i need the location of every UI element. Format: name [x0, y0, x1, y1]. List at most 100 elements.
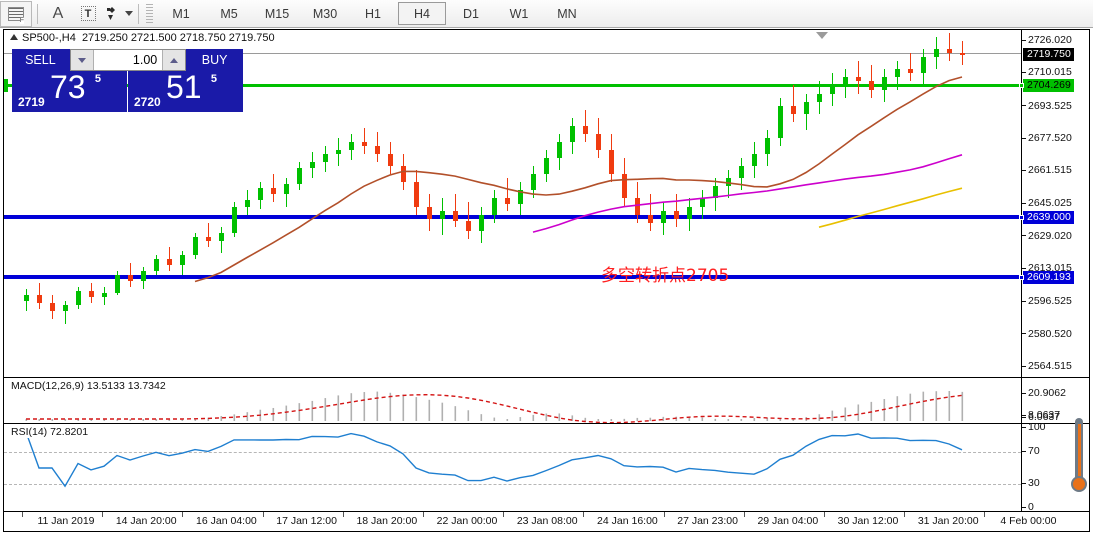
candle-body	[856, 77, 861, 82]
macd-histogram-bar	[376, 391, 379, 421]
candle-body	[947, 49, 952, 54]
price-tick: 2564.515	[1022, 360, 1072, 372]
rsi-tick-value: 0	[1028, 501, 1034, 513]
support-line-blue-2[interactable]	[4, 274, 1021, 279]
macd-histogram-bar	[766, 417, 769, 421]
time-tick: 16 Jan 04:00	[196, 515, 257, 527]
candle-body	[63, 305, 68, 312]
macd-histogram-bar	[688, 416, 691, 421]
time-tick-mark	[22, 512, 23, 517]
price-plot[interactable]	[4, 30, 1021, 377]
sell-button[interactable]: SELL	[12, 49, 70, 71]
candle-body	[583, 125, 588, 134]
timeframe-d1[interactable]: D1	[463, 6, 479, 21]
candle-body	[440, 210, 445, 219]
buy-button[interactable]: BUY	[186, 49, 243, 71]
level-handle[interactable]	[1019, 82, 1024, 88]
macd-histogram-bar	[961, 391, 964, 421]
rsi-pane[interactable]: RSI(14) 72.8201 100 70 30 0	[4, 421, 1089, 513]
price-pane[interactable]: SP500-,H4 2719.250 2721.500 2718.750 271…	[4, 30, 1089, 378]
toolbar-grip[interactable]	[146, 4, 153, 23]
level-handle[interactable]	[1019, 274, 1024, 280]
price-axis[interactable]: 2726.020 2710.015 2693.525 2677.520 2661.515…	[1019, 30, 1089, 377]
candle-body	[622, 174, 627, 199]
macd-histogram-bar	[428, 399, 431, 421]
macd-histogram-bar	[597, 419, 600, 421]
macd-pane[interactable]: MACD(12,26,9) 13.5133 13.7342 20.9062 8.0…	[4, 378, 1089, 424]
timeframe-m15[interactable]: M15	[264, 6, 290, 21]
time-tick: 14 Jan 20:00	[115, 515, 177, 527]
vertical-scale-thermometer[interactable]	[1068, 418, 1090, 506]
candle-body	[830, 85, 835, 94]
symbol-text: SP500-,H4	[22, 32, 76, 44]
crosshair-f-icon[interactable]	[0, 0, 32, 27]
candle-body	[765, 137, 770, 155]
candle-body	[349, 141, 354, 151]
macd-histogram-bar	[311, 400, 314, 421]
rsi-tick: 0	[1022, 502, 1034, 513]
text-box-icon[interactable]: T	[73, 2, 103, 26]
candle-body	[284, 184, 289, 195]
candle-body	[960, 53, 965, 56]
macd-histogram-bar	[402, 394, 405, 421]
volume-decrement-button[interactable]	[70, 50, 94, 70]
candle-wick	[364, 127, 365, 155]
timeframe-h1[interactable]: H1	[365, 6, 381, 21]
objects-dropdown-icon[interactable]	[124, 11, 133, 16]
timeframe-m1[interactable]: M1	[172, 6, 190, 21]
candle-body	[895, 69, 900, 78]
macd-histogram-bar	[948, 391, 951, 421]
candle-wick	[65, 301, 66, 324]
macd-histogram-bar	[571, 415, 574, 421]
candle-body	[206, 236, 211, 241]
thermometer-bulb[interactable]	[1071, 476, 1087, 492]
timeframe-h4[interactable]: H4	[398, 2, 446, 25]
rsi-tick: 30	[1022, 477, 1040, 489]
candle-body	[154, 258, 159, 272]
timeframe-m5[interactable]: M5	[220, 6, 238, 21]
support-line-blue-1[interactable]	[4, 214, 1021, 219]
toolbar-divider-2	[138, 3, 139, 24]
chart-symbol-label: SP500-,H4 2719.250 2721.500 2718.750 271…	[10, 32, 275, 44]
volume-field[interactable]: 1.00	[69, 49, 187, 71]
macd-tick-value: 20.9062	[1028, 387, 1066, 399]
macd-histogram-bar	[662, 416, 665, 421]
macd-histogram-bar	[454, 406, 457, 421]
buy-price-cell[interactable]: 2720 51 5	[128, 69, 243, 112]
macd-histogram-bar	[103, 419, 106, 421]
resistance-line-green[interactable]	[4, 83, 1021, 87]
level-handle[interactable]	[1019, 214, 1024, 220]
last-price-line[interactable]	[4, 52, 1021, 54]
candle-body	[128, 275, 133, 282]
collapse-triangle-icon[interactable]	[10, 34, 18, 40]
text-label-icon[interactable]: A	[52, 4, 64, 22]
time-tick-mark	[583, 512, 585, 517]
macd-histogram-bar	[350, 393, 353, 421]
timeframe-mn[interactable]: MN	[557, 6, 577, 21]
chart-shift-marker[interactable]	[816, 32, 828, 39]
candle-body	[141, 271, 146, 282]
timeframe-group: M1 M5 M15 M30 H1 H4 D1 W1 MN	[157, 2, 591, 25]
time-axis[interactable]: 11 Jan 2019 14 Jan 20:00 16 Jan 04:00 17 Ja…	[4, 512, 1089, 531]
volume-increment-button[interactable]	[162, 50, 186, 70]
macd-histogram-bar	[506, 419, 509, 421]
toolbar-divider	[37, 3, 38, 24]
price-tick: 2693.525	[1022, 100, 1072, 112]
volume-value[interactable]: 1.00	[132, 53, 158, 67]
rsi-drawing	[25, 431, 963, 488]
one-click-trading-panel[interactable]: SELL 1.00 BUY 2719 73 5 2720	[12, 49, 243, 112]
macd-histogram-bar	[181, 419, 184, 421]
candle-wick	[676, 194, 677, 227]
candle-body	[297, 168, 302, 185]
candle-body	[544, 158, 549, 175]
candle-body	[102, 293, 107, 298]
timeframe-m30[interactable]: M30	[312, 6, 338, 21]
price-tick-value: 2629.020	[1028, 229, 1072, 242]
candle-wick	[169, 246, 170, 272]
timeframe-w1[interactable]: W1	[509, 6, 529, 21]
rsi-axis: 100 70 30 0	[1021, 421, 1089, 513]
objects-icon[interactable]	[103, 2, 133, 26]
macd-histogram-bar	[415, 397, 418, 421]
sell-price-cell[interactable]: 2719 73 5	[12, 69, 127, 112]
price-tick: 2726.020	[1022, 35, 1072, 46]
